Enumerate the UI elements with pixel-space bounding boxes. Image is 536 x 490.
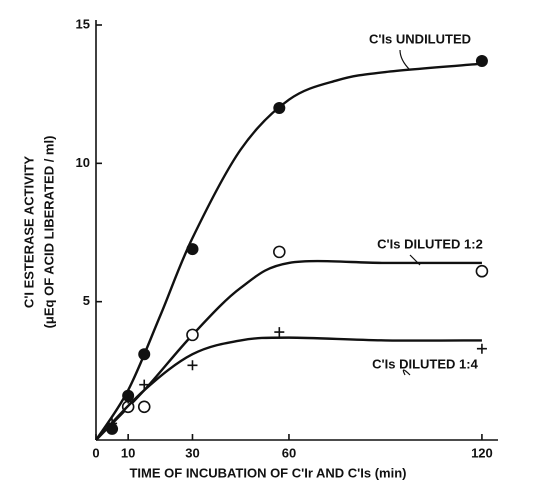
point [274, 327, 285, 338]
point [476, 343, 487, 354]
x-tick-label: 0 [92, 445, 99, 460]
point [475, 54, 488, 67]
y-tick-label: 5 [83, 293, 90, 308]
y-tick-label: 10 [76, 155, 90, 170]
x-tick-label: 30 [185, 445, 199, 460]
point [138, 348, 151, 361]
legend-label: C'Is DILUTED 1:2 [377, 236, 483, 251]
point [137, 400, 151, 414]
x-axis-label: TIME OF INCUBATION OF C'Ir AND C'Is (min… [129, 465, 406, 480]
point [139, 379, 150, 390]
legend-label: C'Is DILUTED 1:4 [372, 356, 478, 371]
point [273, 102, 286, 114]
x-tick-label: 10 [121, 445, 135, 460]
point [123, 393, 134, 404]
point [107, 418, 118, 429]
point [186, 243, 199, 256]
point [187, 360, 198, 371]
annotation-arrow [402, 369, 411, 376]
fit-curve [95, 336, 482, 441]
y-tick-label: 15 [76, 16, 90, 31]
y-axis-label: (μEq OF ACID LIBERATED / ml) [41, 136, 56, 329]
point [273, 245, 286, 259]
x-tick-label: 120 [471, 445, 493, 460]
fit-curve [95, 259, 482, 441]
point [186, 328, 199, 342]
annotation-arrow [399, 49, 411, 71]
x-tick-label: 60 [282, 445, 296, 460]
fit-curve [94, 62, 483, 441]
annotation-arrow [409, 254, 421, 266]
y-axis-label: C'I ESTERASE ACTIVITY [21, 156, 36, 308]
point [475, 264, 489, 278]
legend-label: C'Is UNDILUTED [369, 31, 471, 46]
